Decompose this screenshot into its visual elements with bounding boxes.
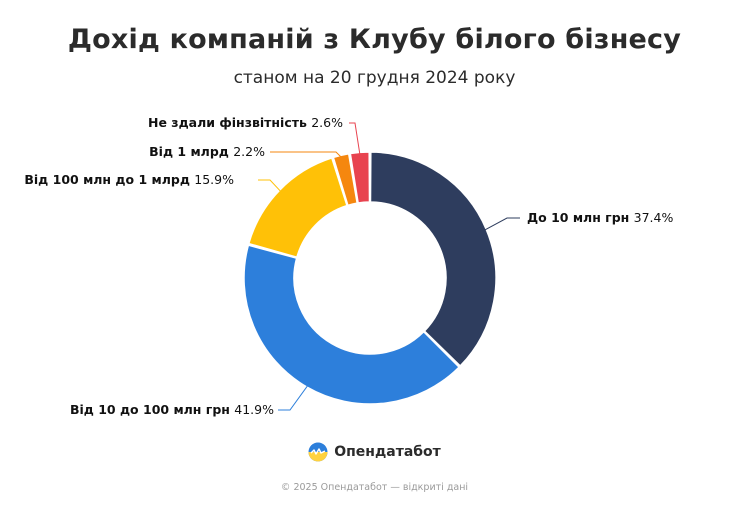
chart-subtitle: станом на 20 грудня 2024 року	[233, 68, 516, 88]
callout-line	[258, 179, 282, 193]
slice-label: Від 1 млрд 2.2%	[149, 144, 265, 159]
chart-title: Дохід компаній з Клубу білого бізнесу	[67, 24, 682, 55]
donut-slice[interactable]	[243, 244, 461, 405]
callout-line	[484, 217, 520, 231]
opendatabot-logo-icon	[308, 442, 328, 462]
slice-label: До 10 млн грн 37.4%	[527, 210, 673, 225]
slice-value-label: 37.4%	[634, 210, 674, 225]
slice-category-label: Не здали фінзвітність	[148, 115, 311, 130]
slice-label: Не здали фінзвітність 2.6%	[148, 115, 343, 130]
slice-value-label: 41.9%	[234, 402, 274, 417]
callout-line	[278, 385, 309, 411]
slice-category-label: Від 10 до 100 млн грн	[70, 402, 234, 417]
slice-value-label: 2.6%	[311, 115, 343, 130]
brand: Опендатабот	[0, 442, 749, 462]
brand-name: Опендатабот	[334, 444, 441, 460]
donut-slice[interactable]	[349, 151, 371, 204]
donut-slice[interactable]	[369, 151, 497, 368]
slice-category-label: Від 1 млрд	[149, 144, 233, 159]
slice-label: Від 10 до 100 млн грн 41.9%	[70, 402, 274, 417]
footer-copyright: © 2025 Опендатабот — відкриті дані	[280, 482, 469, 493]
donut-slice[interactable]	[247, 156, 348, 259]
slice-value-label: 15.9%	[194, 172, 234, 187]
donut-slice[interactable]	[332, 152, 359, 207]
callout-line	[270, 151, 342, 158]
slice-category-label: Від 100 млн до 1 млрд	[24, 172, 194, 187]
slice-label: Від 100 млн до 1 млрд 15.9%	[24, 172, 234, 187]
slice-value-label: 2.2%	[233, 144, 265, 159]
callout-line	[349, 122, 361, 155]
slice-category-label: До 10 млн грн	[527, 210, 634, 225]
